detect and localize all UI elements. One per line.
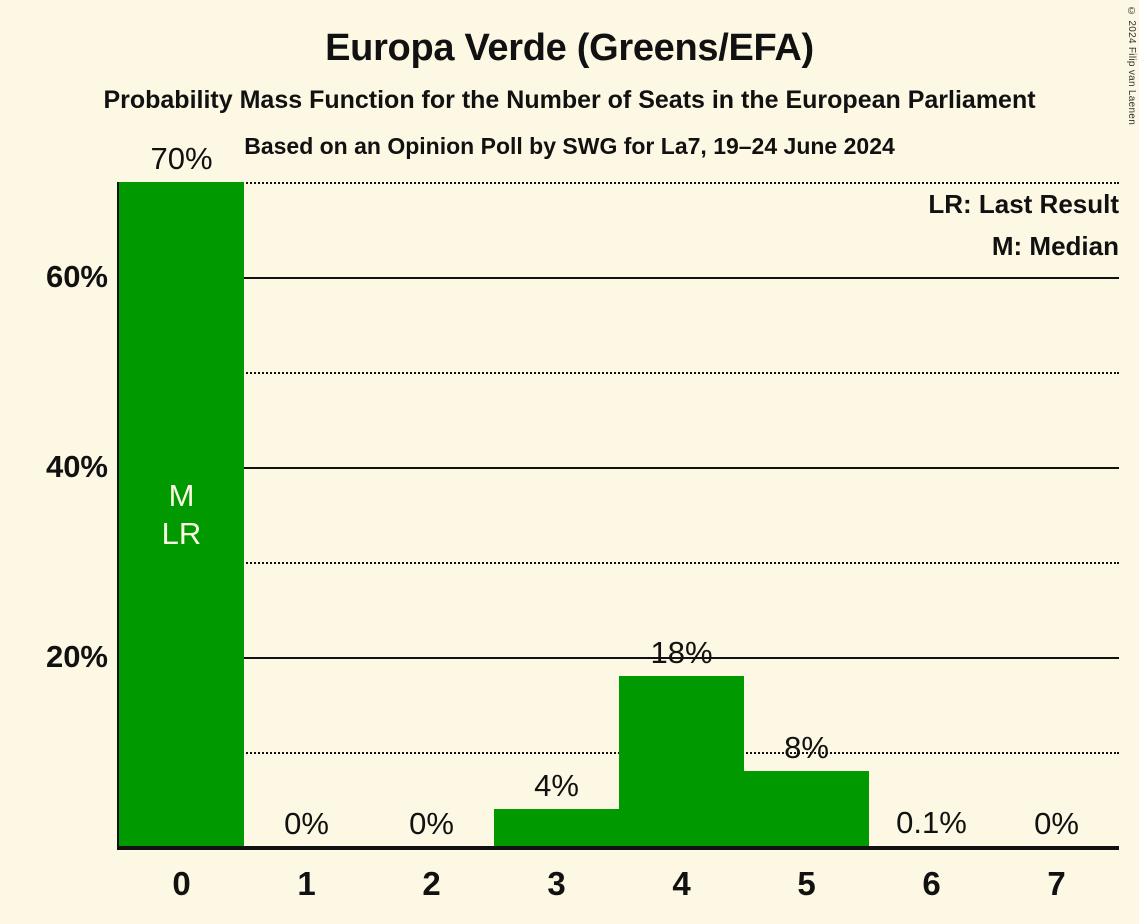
bar-value-label-seat-2: 0%	[409, 806, 454, 841]
bar-seat-4[interactable]	[619, 676, 744, 847]
bar-value-label-seat-6: 0.1%	[896, 805, 967, 841]
x-axis-line	[117, 846, 1119, 850]
legend-entry-last-result: LR: Last Result	[928, 189, 1119, 219]
copyright-notice: © 2024 Filip van Laenen	[1126, 6, 1137, 126]
x-axis-tick-label-6: 6	[922, 865, 941, 902]
y-axis-tick-label: 40%	[45, 449, 108, 484]
page-title: Europa Verde (Greens/EFA)	[325, 27, 814, 69]
x-axis-tick-label-0: 0	[172, 865, 191, 902]
bar-value-label-seat-4: 18%	[650, 635, 713, 670]
bar-value-label-seat-3: 4%	[534, 768, 579, 803]
bar-seat-0[interactable]: M LR	[119, 182, 244, 847]
gridline	[119, 372, 1119, 374]
y-axis-tick-label: 60%	[45, 259, 108, 294]
bar-value-label-seat-7: 0%	[1034, 806, 1079, 841]
x-axis-tick-labels: 0 1 2 3 4 5 6 7	[119, 864, 1119, 910]
bar-seat-3[interactable]	[494, 809, 619, 847]
chart-legend: LR: Last Result M: Median	[928, 183, 1119, 267]
x-axis-tick-label-1: 1	[297, 865, 316, 902]
chart-title-block: Europa Verde (Greens/EFA) Probability Ma…	[0, 0, 1139, 165]
plot-area: M LR 70% 0% 0% 4% 18% 8% 0.1% 0%	[117, 142, 1119, 850]
y-axis-tick-labels: 20% 40% 60%	[0, 182, 108, 847]
bar-value-label-seat-1: 0%	[284, 806, 329, 841]
y-axis-tick-label: 20%	[45, 639, 108, 674]
bar-marker-last-result: LR	[161, 515, 202, 551]
bar-seat-5[interactable]	[744, 771, 869, 847]
chart-source-note: Based on an Opinion Poll by SWG for La7,…	[244, 133, 895, 159]
x-axis-tick-label-4: 4	[672, 865, 691, 902]
bar-marker-labels: M LR	[119, 477, 244, 553]
chart-subtitle: Probability Mass Function for the Number…	[103, 86, 1036, 114]
x-axis-tick-label-7: 7	[1047, 865, 1066, 902]
x-axis-tick-label-2: 2	[422, 865, 441, 902]
bar-value-label-seat-0: 70%	[150, 141, 213, 176]
gridline	[119, 467, 1119, 469]
x-axis-tick-label-5: 5	[797, 865, 816, 902]
gridline	[119, 562, 1119, 564]
gridline	[119, 182, 1119, 184]
legend-entry-median: M: Median	[991, 231, 1119, 261]
bar-marker-median: M	[168, 477, 195, 513]
y-axis-line	[117, 182, 120, 847]
gridline	[119, 657, 1119, 659]
bar-value-label-seat-5: 8%	[784, 730, 829, 765]
gridline	[119, 277, 1119, 279]
x-axis-tick-label-3: 3	[547, 865, 566, 902]
